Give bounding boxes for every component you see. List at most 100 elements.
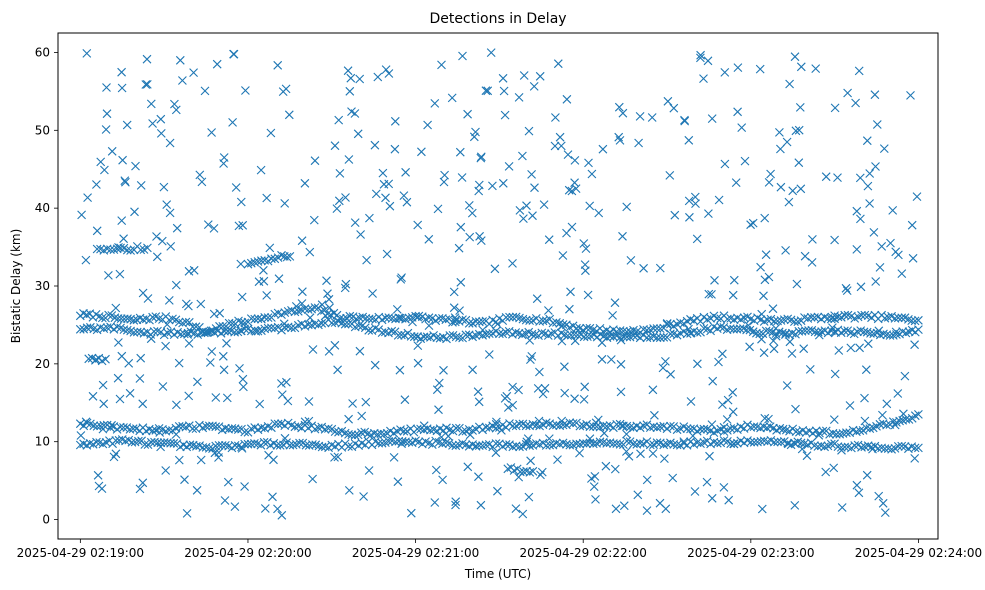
data-point-track-c [481, 422, 491, 432]
data-point-track-g [101, 354, 110, 364]
data-point-track-b [340, 319, 350, 329]
data-point [389, 453, 399, 462]
data-point-track-h [525, 468, 535, 477]
data-point [508, 382, 517, 392]
data-point [833, 173, 842, 182]
data-point [325, 303, 334, 313]
data-point [830, 314, 839, 324]
data-point [514, 472, 524, 482]
data-point [908, 253, 918, 263]
data-point [413, 341, 423, 350]
data-point-track-c [649, 422, 658, 432]
data-point [567, 186, 577, 196]
data-point [390, 144, 400, 154]
data-point [344, 414, 353, 424]
data-point [333, 452, 343, 462]
data-point [865, 169, 875, 178]
data-point-track-a [907, 316, 917, 325]
data-point [432, 385, 442, 395]
data-point [886, 238, 895, 248]
data-point [525, 336, 535, 345]
data-point [805, 365, 815, 374]
data-point [530, 183, 539, 193]
data-point-track-b [706, 326, 715, 336]
data-point [868, 444, 877, 454]
data-point-track-b [99, 324, 109, 333]
data-point [579, 395, 589, 404]
data-point-track-a [345, 311, 355, 321]
data-point-track-b [615, 333, 625, 342]
data-point [305, 247, 315, 257]
data-point [662, 319, 672, 328]
data-point-track-f [277, 250, 286, 260]
data-point [841, 283, 851, 293]
data-point [413, 358, 423, 368]
data-point [852, 480, 862, 490]
data-point-track-c [128, 424, 138, 434]
data-point [514, 93, 524, 102]
data-point [784, 197, 794, 207]
data-point-track-c [585, 422, 595, 432]
data-point [912, 192, 922, 201]
data-point [465, 232, 475, 242]
data-point [593, 415, 603, 425]
data-point-track-d [169, 438, 179, 448]
data-point [231, 183, 241, 192]
data-point [535, 367, 544, 377]
data-point-track-a [397, 314, 407, 323]
data-point [196, 299, 206, 309]
data-point [523, 434, 533, 443]
data-point-track-c [565, 418, 575, 428]
data-point [368, 289, 377, 298]
data-point [591, 495, 600, 504]
data-point-track-b [270, 323, 280, 333]
data-point-track-d [897, 441, 907, 451]
data-point-track-d [843, 442, 853, 452]
data-point-track-c [270, 419, 280, 428]
data-point [616, 359, 626, 369]
data-point [240, 482, 249, 491]
data-point [92, 180, 101, 189]
data-point-track-c [655, 422, 665, 432]
data-point [879, 144, 889, 153]
data-point-track-d [635, 438, 645, 448]
data-point-track-b [220, 326, 229, 336]
data-point-track-d [860, 442, 870, 452]
data-point [431, 465, 441, 475]
data-point-track-a [174, 317, 184, 327]
data-point [413, 220, 423, 230]
data-point [298, 287, 307, 297]
data-point [251, 326, 261, 336]
data-point [642, 506, 652, 515]
data-point [633, 490, 643, 500]
data-point-track-c [759, 422, 769, 432]
data-point [241, 86, 250, 95]
data-point-track-b [560, 330, 569, 340]
data-point [115, 269, 125, 279]
data-point [284, 110, 294, 120]
data-point-track-b [914, 325, 923, 334]
data-point-track-b [840, 326, 849, 336]
data-point [764, 178, 774, 187]
data-point [181, 299, 191, 309]
data-point [878, 410, 887, 420]
data-point-track-d [893, 442, 903, 451]
data-point [107, 420, 116, 430]
data-point [808, 235, 817, 244]
data-point [493, 486, 502, 496]
data-point [439, 177, 449, 187]
data-point-track-c [369, 428, 379, 438]
data-point [557, 322, 567, 331]
data-point [703, 56, 713, 66]
y-tick-label: 50 [35, 123, 50, 137]
data-point-track-c [666, 421, 675, 431]
data-point [156, 114, 166, 124]
data-point-track-b [765, 326, 774, 336]
data-point [792, 279, 802, 289]
data-point-track-a [525, 316, 534, 325]
data-point [707, 493, 717, 503]
y-tick-label: 0 [42, 513, 50, 527]
data-point [254, 277, 264, 287]
data-point [83, 193, 92, 202]
data-point [686, 397, 696, 406]
